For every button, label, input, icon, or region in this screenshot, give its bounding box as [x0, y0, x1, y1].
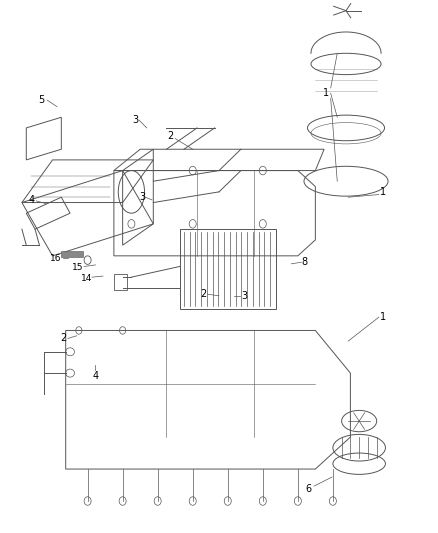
Text: 15: 15 — [72, 263, 84, 272]
Text: 6: 6 — [306, 484, 312, 494]
Text: 1: 1 — [380, 187, 386, 197]
Text: 4: 4 — [28, 195, 35, 205]
Text: 3: 3 — [139, 192, 145, 202]
Text: 1: 1 — [323, 88, 329, 98]
Text: 4: 4 — [92, 371, 99, 381]
Text: 5: 5 — [39, 95, 45, 105]
Text: 16: 16 — [50, 254, 62, 263]
Text: 3: 3 — [132, 115, 138, 125]
Text: 1: 1 — [380, 312, 386, 322]
Bar — [61, 251, 83, 257]
Text: 14: 14 — [81, 274, 92, 282]
Text: 2: 2 — [60, 334, 67, 343]
Bar — [180, 229, 276, 309]
Text: 8: 8 — [302, 257, 308, 267]
Text: 2: 2 — [201, 289, 207, 299]
Text: 2: 2 — [168, 131, 174, 141]
Text: 3: 3 — [241, 291, 247, 301]
Bar — [114, 274, 127, 290]
